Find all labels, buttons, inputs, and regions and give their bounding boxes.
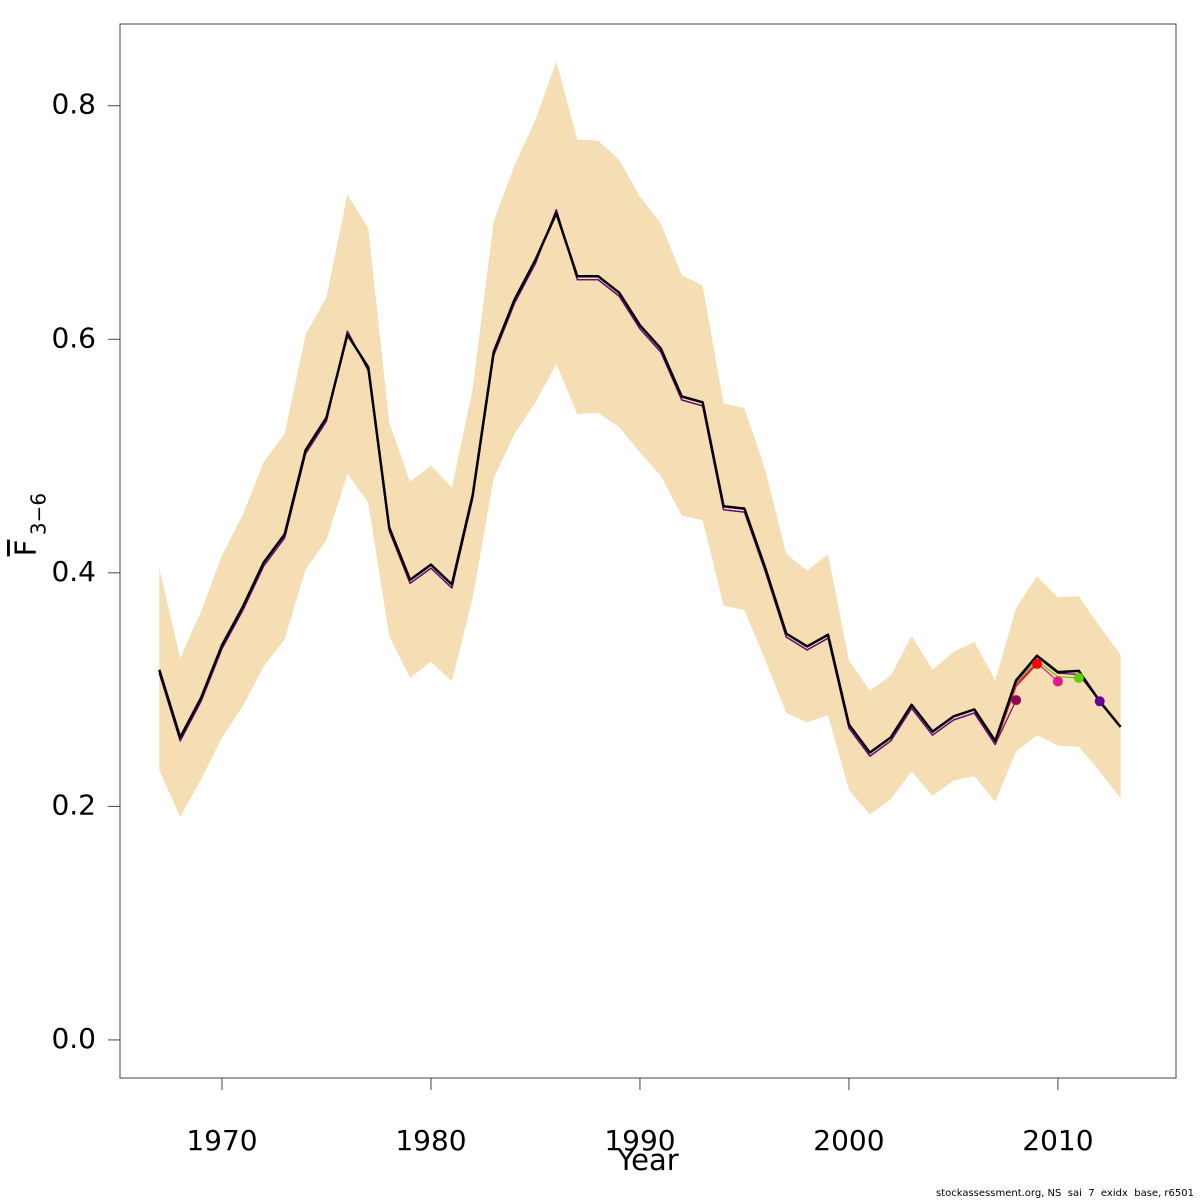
y-tick-label: 0.8: [51, 88, 96, 121]
plot-frame: [119, 23, 1177, 1079]
y-axis-label-main: F: [9, 540, 43, 557]
x-tick-label: 2010: [1022, 1124, 1093, 1157]
x-tick-label: 1990: [604, 1124, 675, 1157]
y-axis-label-sub: 3−6: [27, 493, 51, 535]
retro-endpoint: [1094, 696, 1105, 707]
x-axis-label: Year: [616, 1143, 678, 1177]
retro-endpoint: [1073, 672, 1084, 683]
y-tick-label: 0.2: [51, 788, 96, 821]
y-tick-label: 0.4: [51, 555, 96, 588]
retro-endpoint: [1052, 676, 1063, 687]
plot-area: [158, 61, 1122, 817]
x-tick-label: 2000: [813, 1124, 884, 1157]
x-tick-label: 1980: [395, 1124, 466, 1157]
y-axis-label: F 3−6: [9, 493, 51, 556]
x-tick-label: 1970: [186, 1124, 257, 1157]
retro-endpoint: [1011, 695, 1022, 706]
estimate-line: [158, 211, 1122, 754]
y-tick-label: 0.6: [51, 321, 96, 354]
footer: stockassessment.org, NS sai 7 exidx base…: [936, 1188, 1194, 1199]
retro-endpoint: [1032, 658, 1043, 669]
y-tick-label: 0.0: [51, 1022, 96, 1055]
retro-line: [158, 209, 1101, 757]
confidence-band: [159, 61, 1121, 817]
